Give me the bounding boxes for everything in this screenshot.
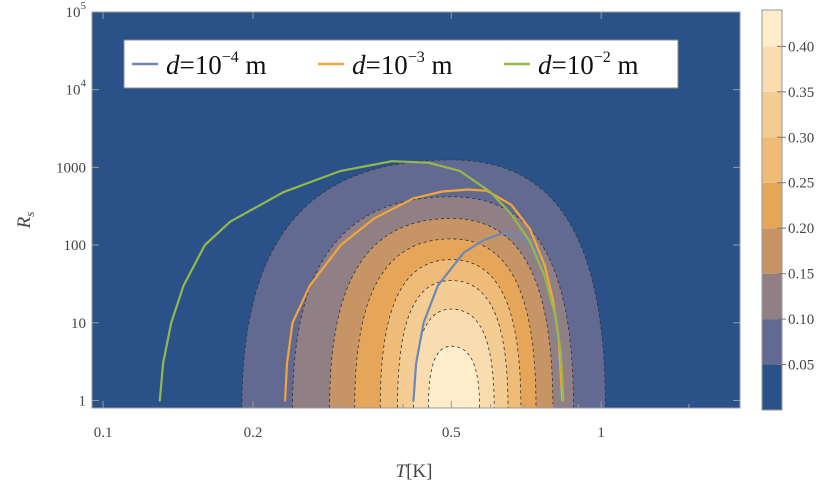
colorbar-band-0.40 xyxy=(762,10,782,47)
legend-base: =10 xyxy=(180,50,222,80)
colorbar-frame xyxy=(761,9,783,411)
colorbar-band-0.35 xyxy=(762,46,782,92)
colorbar-tick-label: 0.30 xyxy=(788,130,814,146)
legend-base: =10 xyxy=(366,50,408,80)
colorbar-tick-label: 0.05 xyxy=(788,358,814,374)
y-tick-label: 10 xyxy=(71,316,86,332)
colorbar-band-0.10 xyxy=(762,273,782,320)
legend-var: d xyxy=(166,50,180,80)
colorbar-tick-label: 0.40 xyxy=(788,39,814,55)
y-tick-exponent: 4 xyxy=(81,78,87,90)
colorbar-tick-label: 0.15 xyxy=(788,267,814,283)
series-curves xyxy=(158,160,565,402)
legend-box xyxy=(123,39,679,89)
colorbar-tick-label: 0.35 xyxy=(788,85,814,101)
legend-exponent: −4 xyxy=(222,49,239,66)
colorbar: 0.05 0.10 0.15 0.20 0.25 0.30 0.35 0.40 xyxy=(761,9,814,411)
x-tick-label: 0.1 xyxy=(94,425,113,441)
legend-unit: m xyxy=(425,50,453,80)
y-tick-label: 105 xyxy=(66,0,87,21)
legend-exponent: −2 xyxy=(594,49,611,66)
x-axis-ticks: 0.1 0.2 0.5 1 xyxy=(94,12,690,441)
y-tick-label: 104 xyxy=(66,78,87,99)
x-axis-title: T[K] xyxy=(396,461,433,482)
legend-exponent: −3 xyxy=(408,49,425,66)
y-tick-base: 10 xyxy=(66,5,81,21)
x-tick-label: 0.2 xyxy=(244,425,263,441)
legend-label-1: d=10−4 m xyxy=(166,49,267,80)
colorbar-band-0.30 xyxy=(762,91,782,138)
y-tick-exponent: 5 xyxy=(81,0,87,12)
contour-level-0.40 xyxy=(427,345,481,408)
y-axis-title-sub: s xyxy=(22,212,37,217)
colorbar-tick-label: 0.25 xyxy=(788,176,814,192)
colorbar-band-0.15 xyxy=(762,228,782,274)
colorbar-band-0.05 xyxy=(762,319,782,365)
x-axis-title-unit: [K] xyxy=(406,461,432,482)
series-line-3 xyxy=(158,160,565,402)
legend-label-2: d=10−3 m xyxy=(352,49,453,80)
y-tick-label: 1 xyxy=(79,393,87,409)
y-tick-label: 100 xyxy=(64,238,87,254)
legend-unit: m xyxy=(611,50,639,80)
x-axis-title-var: T xyxy=(396,461,408,482)
colorbar-band-0.00 xyxy=(762,364,782,410)
y-tick-base: 10 xyxy=(66,83,81,99)
colorbar-tick-label: 0.10 xyxy=(788,312,814,328)
colorbar-tick-label: 0.20 xyxy=(788,221,814,237)
plot-frame xyxy=(91,11,741,409)
legend-base: =10 xyxy=(552,50,594,80)
colorbar-band-0.20 xyxy=(762,182,782,229)
series-line-2 xyxy=(284,188,564,402)
legend: d=10−4 m d=10−3 m d=10−2 m xyxy=(123,39,679,89)
y-axis-title: Rs xyxy=(14,212,37,230)
legend-var: d xyxy=(352,50,366,80)
legend-var: d xyxy=(538,50,552,80)
colorbar-band-0.25 xyxy=(762,137,782,183)
y-tick-label: 1000 xyxy=(56,160,86,176)
x-tick-label: 1 xyxy=(597,425,605,441)
y-axis-title-var: R xyxy=(14,216,35,229)
legend-unit: m xyxy=(239,50,267,80)
legend-label-3: d=10−2 m xyxy=(538,49,639,80)
x-tick-label: 0.5 xyxy=(442,425,461,441)
